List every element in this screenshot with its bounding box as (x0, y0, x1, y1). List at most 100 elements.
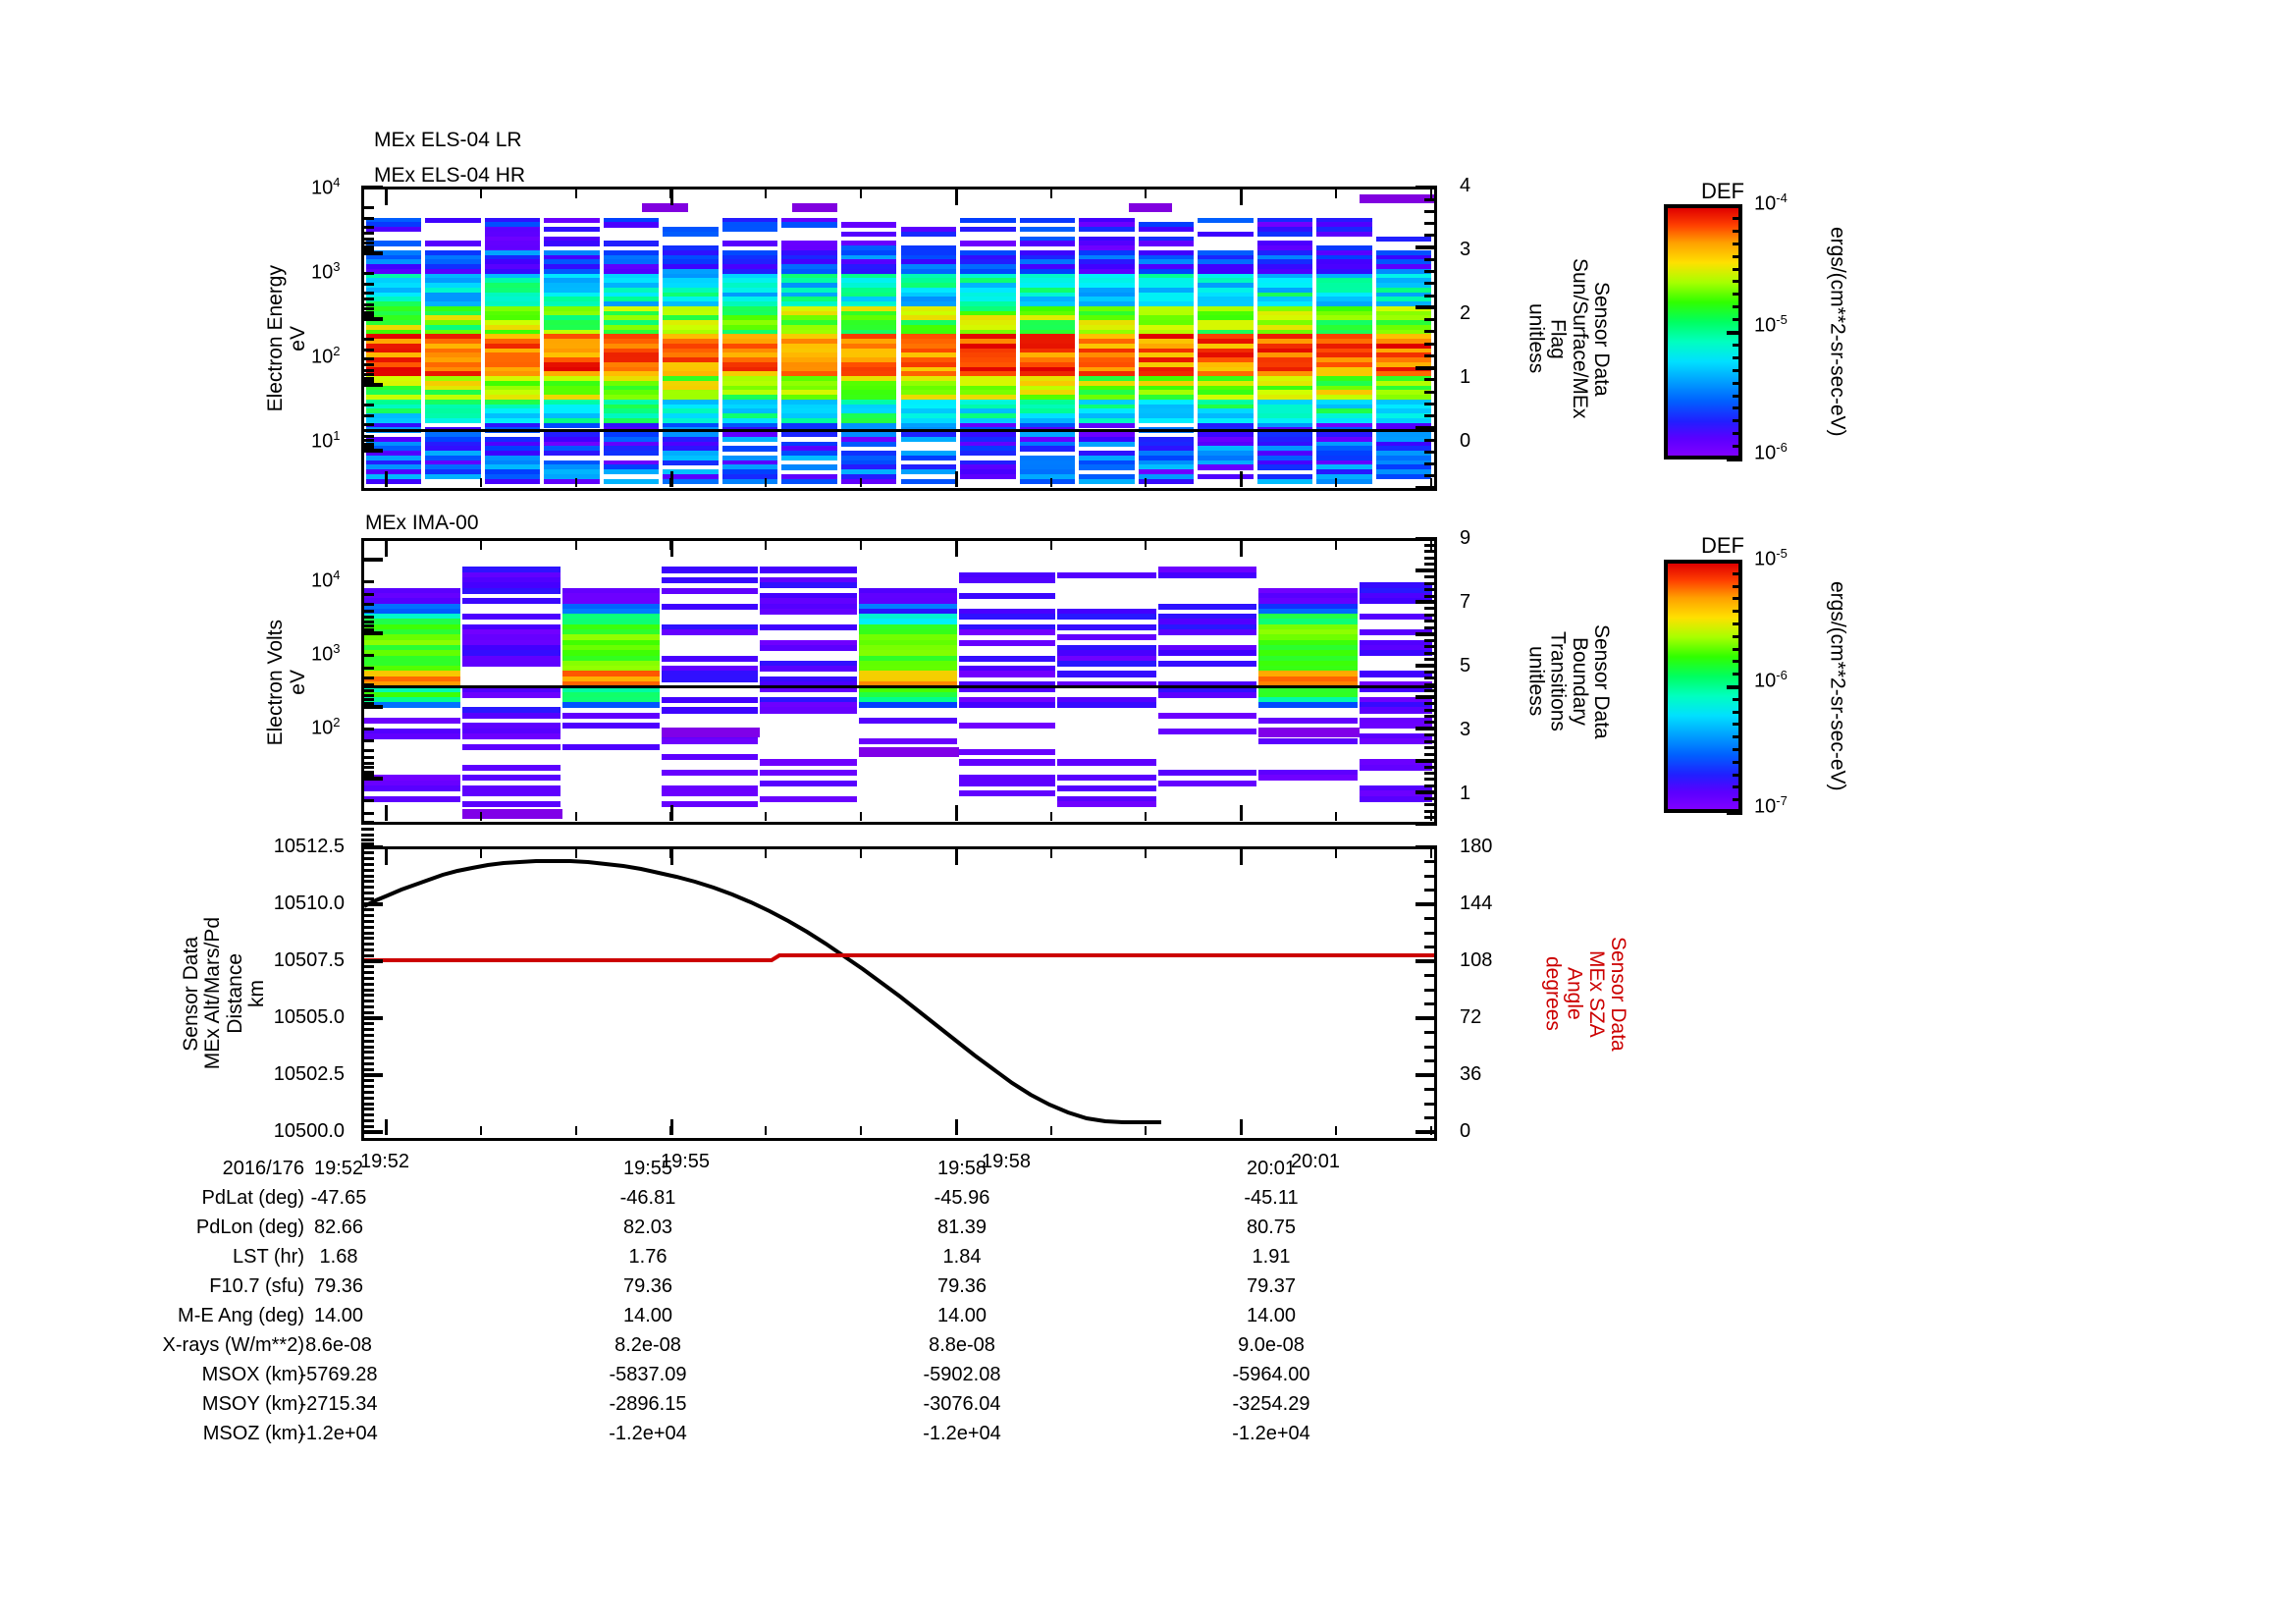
spectrogram-cell (1375, 399, 1432, 406)
spectrogram-cell (721, 361, 778, 368)
p2-rlabel-1: Transitions (1546, 631, 1570, 731)
spectrogram-cell (900, 278, 957, 284)
spectrogram-cell (960, 451, 1016, 457)
axis-minor-tick (1424, 676, 1437, 680)
spectrogram-cell (1079, 297, 1135, 302)
axis-minor-tick (361, 283, 374, 287)
spectrogram-cell (663, 305, 719, 312)
spectrogram-cell (960, 413, 1016, 419)
ima-spectrogram-cell (760, 603, 857, 610)
p3-rlabel-2: MEx SZA (1584, 949, 1608, 1038)
spectrogram-cell (960, 264, 1016, 270)
panel3-ytick-10502p5: 10502.5 (273, 1063, 345, 1085)
spectrogram-cell (721, 357, 778, 363)
ima-spectrogram-cell (364, 619, 461, 625)
spectrogram-cell (544, 343, 600, 350)
spectrogram-cell (1256, 301, 1313, 307)
axis-minor-tick (1424, 234, 1437, 238)
x-minor-tick (1145, 189, 1148, 198)
table-cell: 79.36 (936, 1275, 988, 1297)
spectrogram-cell (544, 371, 600, 377)
spectrogram-cell (960, 324, 1016, 331)
spectrogram-cell (900, 380, 957, 387)
spectrogram-cell (663, 357, 719, 363)
axis-minor-tick (361, 1067, 374, 1071)
x-major-tick (385, 541, 389, 557)
ima-spectrogram-cell (1359, 759, 1432, 766)
spectrogram-cell (960, 278, 1016, 284)
spectrogram-cell (1019, 283, 1076, 289)
spectrogram-cell (1019, 399, 1076, 406)
spectrogram-cell (1138, 236, 1195, 242)
ima-spectrogram-cell (1359, 644, 1432, 652)
ima-spectrogram-cell (1258, 671, 1358, 677)
spectrogram-cell (1079, 283, 1135, 289)
spectrogram-cell (1198, 264, 1254, 270)
ima-spectrogram-cell (760, 681, 857, 688)
x-minor-tick (1334, 812, 1337, 821)
spectrogram-cell (484, 343, 541, 350)
axis-minor-tick (361, 976, 374, 980)
spectrogram-cell (484, 231, 541, 238)
axis-minor-tick (361, 356, 374, 360)
spectrogram-cell (721, 283, 778, 289)
table-row-label: MSOY (km) (201, 1393, 304, 1415)
spectrogram-cell (1375, 417, 1432, 424)
colorbar2-bottom-label: 10-7 (1754, 793, 1788, 818)
spectrogram-cell (840, 292, 897, 298)
ima-spectrogram-cell (364, 639, 461, 646)
ima-spectrogram-cell (364, 686, 461, 693)
ima-spectrogram-cell (1359, 686, 1432, 693)
spectrogram-cell (544, 320, 600, 326)
spectrogram-cell (603, 305, 660, 312)
spectrogram-cell (1316, 422, 1372, 428)
spectrogram-cell (1316, 478, 1372, 484)
spectrogram-cell (544, 464, 600, 470)
spectrogram-cell (425, 324, 481, 331)
spectrogram-cell (1138, 441, 1195, 447)
spectrogram-cell (781, 310, 837, 316)
ima-spectrogram-cell (1359, 732, 1432, 740)
ima-spectrogram-cell (760, 639, 857, 646)
spectrogram-cell (1375, 259, 1432, 265)
spectrogram-cell (603, 395, 660, 401)
spectrogram-cell (840, 371, 897, 377)
spectrogram-cell (840, 352, 897, 358)
axis-major-tick (1415, 631, 1437, 636)
spectrogram-cell (484, 245, 541, 251)
ima-spectrogram-cell (760, 770, 857, 777)
spectrogram-cell (721, 348, 778, 353)
spectrogram-cell (721, 478, 778, 484)
ima-spectrogram-column (1258, 541, 1358, 822)
x-minor-tick (859, 189, 862, 198)
spectrogram-cell (544, 292, 600, 298)
spectrogram-cell (425, 259, 481, 265)
axis-minor-tick (361, 943, 374, 947)
ima-spectrogram-cell (1057, 571, 1156, 578)
x-major-tick (1240, 189, 1244, 205)
colorbar1-top-label: 10-4 (1754, 190, 1788, 215)
panel-altitude-sza-line[interactable] (361, 846, 1437, 1141)
x-major-tick (1240, 1119, 1244, 1135)
spectrogram-cell (721, 371, 778, 377)
spectrogram-cell (1256, 254, 1313, 260)
colorbar1-tick (1733, 280, 1742, 284)
panel-electron-volts-spectrogram[interactable] (361, 538, 1437, 825)
spectrogram-cell (1198, 460, 1254, 465)
spectrogram-cell (1019, 310, 1076, 316)
ima-spectrogram-cell (1157, 644, 1257, 652)
axis-minor-tick (361, 446, 374, 450)
panel2-left-axis-label-line2: eV (287, 670, 310, 695)
ima-spectrogram-cell (959, 639, 1056, 646)
axis-minor-tick (361, 1010, 374, 1014)
axis-minor-tick (1424, 1059, 1437, 1062)
spectrogram-cell (1138, 254, 1195, 260)
spectrogram-cell (1138, 273, 1195, 279)
table-row-label: LST (hr) (233, 1246, 304, 1268)
spectrogram-cell (603, 292, 660, 298)
axis-minor-tick (361, 1000, 374, 1003)
spectrogram-cell (544, 249, 600, 256)
axis-minor-tick (1424, 1002, 1437, 1005)
xtick-4: 20:01 (1290, 1151, 1341, 1172)
panel-electron-energy-spectrogram[interactable] (361, 187, 1437, 491)
